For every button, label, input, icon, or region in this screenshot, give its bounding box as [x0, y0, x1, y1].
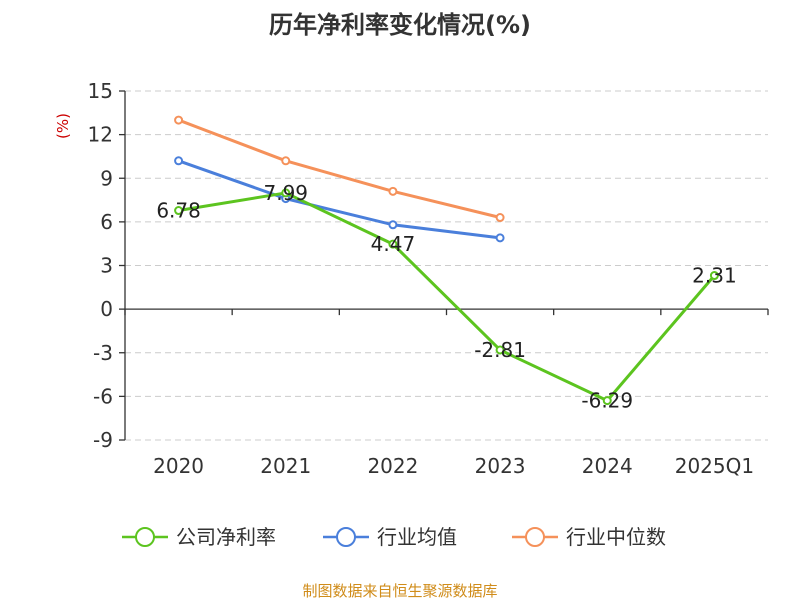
- y-tick-label: -9: [93, 428, 113, 452]
- series-line: [178, 191, 716, 403]
- legend-label: 公司净利率: [176, 525, 276, 549]
- y-tick-label: 3: [100, 254, 113, 278]
- series-line: [178, 118, 501, 219]
- y-tick-label: -3: [93, 341, 113, 365]
- data-point: [388, 239, 398, 249]
- x-tick-label: 2020: [153, 454, 204, 478]
- x-tick-label: 2023: [475, 454, 526, 478]
- data-point: [388, 220, 398, 230]
- source-note: 制图数据来自恒生聚源数据库: [302, 582, 497, 600]
- series-lines: [174, 115, 719, 406]
- series-line: [178, 159, 501, 240]
- data-point: [174, 115, 184, 125]
- y-axis-label: (%): [54, 113, 72, 139]
- legend-marker-icon: [525, 527, 545, 547]
- data-label: 6.78: [156, 199, 201, 223]
- legend-item[interactable]: 公司净利率: [122, 525, 276, 549]
- x-tick-label: 2025Q1: [675, 454, 754, 478]
- axes: 15 12 9 6 3 0 -3 -6 -9 2020 2021 2022 2023 2024 2025Q1: [88, 79, 769, 478]
- data-label: 2.31: [692, 264, 737, 288]
- data-point: [495, 213, 505, 223]
- y-tick-label: -6: [93, 384, 113, 408]
- legend-item[interactable]: 行业中位数: [512, 525, 666, 549]
- legend-item[interactable]: 行业均值: [323, 525, 457, 549]
- y-tick-label: 12: [88, 123, 113, 147]
- data-point: [281, 156, 291, 166]
- y-tick-label: 9: [100, 166, 113, 190]
- data-point: [709, 271, 719, 281]
- legend-label: 行业均值: [377, 525, 457, 549]
- grid: [125, 90, 768, 441]
- y-tick-label: 15: [88, 79, 113, 103]
- x-tick-label: 2024: [582, 454, 633, 478]
- data-point: [495, 345, 505, 355]
- x-tick-label: 2022: [367, 454, 418, 478]
- data-label: -2.81: [474, 338, 526, 362]
- data-point: [495, 233, 505, 243]
- legend[interactable]: 公司净利率 行业均值 行业中位数: [122, 525, 666, 549]
- y-tick-label: 0: [100, 297, 113, 321]
- x-tick-label: 2021: [260, 454, 311, 478]
- data-point: [388, 186, 398, 196]
- chart-title: 历年净利率变化情况(%): [269, 11, 531, 39]
- data-label: -6.29: [581, 389, 633, 413]
- data-label: 7.99: [263, 181, 308, 205]
- data-labels: 6.78 7.99 4.47 -2.81 -6.29 2.31: [156, 181, 736, 413]
- legend-marker-icon: [336, 527, 356, 547]
- data-point: [174, 206, 184, 216]
- data-point: [174, 156, 184, 166]
- data-point: [281, 188, 291, 198]
- legend-marker-icon: [135, 527, 155, 547]
- y-tick-label: 6: [100, 210, 113, 234]
- data-point: [602, 396, 612, 406]
- legend-label: 行业中位数: [566, 525, 666, 549]
- data-label: 4.47: [371, 232, 416, 256]
